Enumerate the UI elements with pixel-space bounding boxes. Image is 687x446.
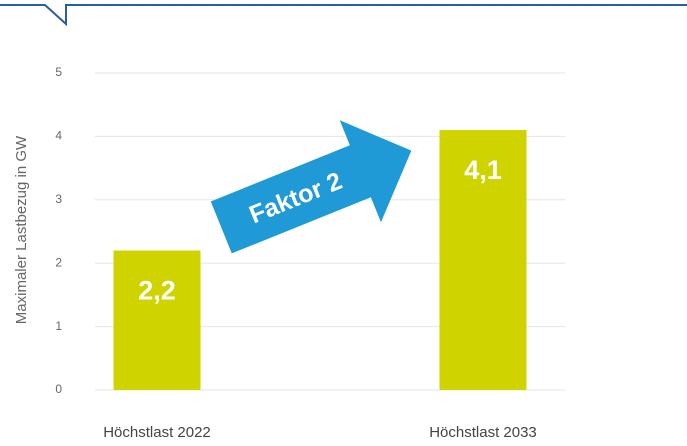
y-axis-label: Maximaler Lastbezug in GW [13, 135, 30, 324]
value-label: 2,2 [138, 276, 176, 306]
y-tick-label: 2 [55, 255, 62, 269]
value-label: 4,1 [464, 155, 502, 185]
y-tick-label: 1 [55, 319, 62, 333]
y-tick-label: 4 [55, 129, 62, 143]
header-line [0, 4, 687, 27]
arrow-shape [210, 120, 412, 254]
y-tick-label: 3 [55, 192, 62, 206]
y-tick-label: 5 [55, 65, 62, 79]
y-tick-label: 0 [55, 382, 62, 396]
bar [439, 130, 527, 390]
x-tick-label: Höchstlast 2033 [429, 424, 537, 441]
bar [113, 250, 201, 390]
arrow: Faktor 2 [210, 120, 412, 254]
x-tick-label: Höchstlast 2022 [103, 424, 211, 441]
